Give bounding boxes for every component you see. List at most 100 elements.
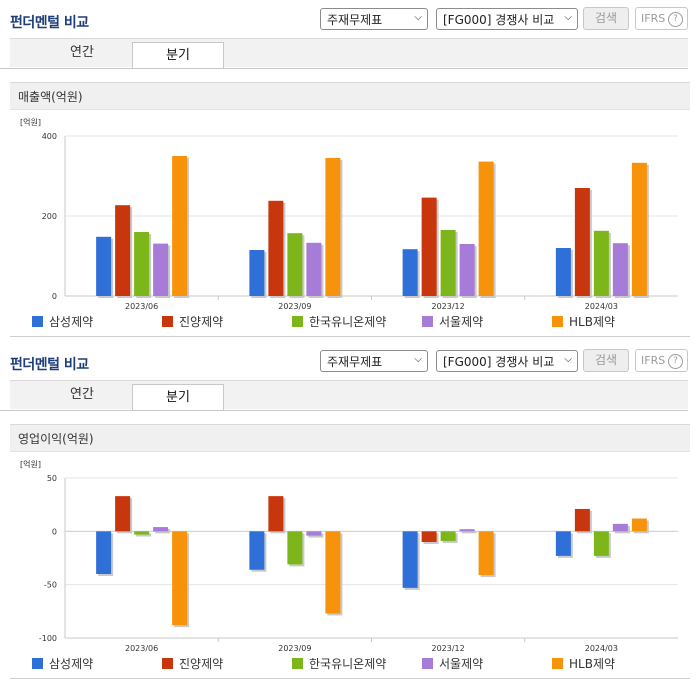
legend-label: HLB제약 (569, 657, 616, 671)
bar-hlb[interactable] (478, 161, 494, 296)
chart-legend: 삼성제약 진양제약 한국유니온제약 서울제약 HLB제약 (32, 313, 672, 329)
y-tick-label: 200 (42, 212, 57, 221)
y-tick-label: 0 (52, 527, 57, 536)
operating-profit-bar-chart: 50 0 -50 -100 2023/06 2023/09 2023/12 2024/03 (39, 474, 678, 653)
bar-jinyang[interactable] (268, 200, 284, 296)
metric-header: 영업이익(억원) (10, 424, 690, 452)
bar-seoul[interactable] (612, 523, 628, 532)
bar-hankook[interactable] (440, 531, 456, 541)
legend-swatch (552, 316, 563, 327)
help-icon[interactable]: ? (668, 12, 683, 27)
bar-seoul[interactable] (153, 527, 169, 532)
bar-hankook[interactable] (134, 531, 150, 535)
legend-item-samsung[interactable]: 삼성제약 (32, 313, 93, 330)
legend-item-samsung[interactable]: 삼성제약 (32, 655, 93, 672)
legend-item-seoul[interactable]: 서울제약 (422, 313, 483, 330)
legend-label: 한국유니온제약 (309, 657, 387, 671)
unit-label: [억원] (20, 118, 41, 127)
tab-quarterly[interactable]: 분기 (132, 42, 224, 69)
bar-jinyang[interactable] (574, 188, 590, 296)
statement-select[interactable]: 주재무제표 ⌵ (320, 8, 428, 30)
tab-quarterly[interactable]: 분기 (132, 384, 224, 411)
chevron-down-icon: ⌵ (414, 12, 422, 23)
legend-item-seoul[interactable]: 서울제약 (422, 655, 483, 672)
y-tick-label: 0 (52, 292, 57, 301)
tab-annual[interactable]: 연간 (70, 387, 94, 402)
legend-item-jinyang[interactable]: 진양제약 (162, 655, 223, 672)
chart-legend: 삼성제약 진양제약 한국유니온제약 서울제약 HLB제약 (32, 655, 672, 671)
legend-item-hankook[interactable]: 한국유니온제약 (292, 655, 386, 672)
period-tabs: 연간 분기 (10, 380, 688, 411)
statement-select-value: 주재무제표 (327, 355, 383, 369)
bar-shadow (461, 531, 477, 534)
y-tick-label: -100 (39, 634, 57, 643)
legend-label: 삼성제약 (49, 315, 94, 329)
search-button[interactable]: 검색 (583, 7, 629, 30)
bar-hlb[interactable] (478, 531, 494, 576)
bar-hankook[interactable] (287, 531, 303, 565)
legend-label: 서울제약 (439, 315, 484, 329)
bar-samsung[interactable] (249, 250, 265, 296)
bar-jinyang[interactable] (115, 496, 131, 532)
legend-swatch (32, 316, 43, 327)
bar-samsung[interactable] (96, 531, 112, 574)
x-tick-label: 2024/03 (585, 644, 618, 653)
ifrs-button[interactable]: IFRS ? (635, 349, 688, 372)
bar-samsung[interactable] (402, 531, 418, 588)
bar-jinyang[interactable] (115, 205, 131, 296)
bar-samsung[interactable] (555, 248, 571, 296)
legend-swatch (552, 658, 563, 669)
legend-swatch (32, 658, 43, 669)
help-icon[interactable]: ? (668, 354, 683, 369)
bar-hlb[interactable] (325, 158, 341, 296)
bar-hlb[interactable] (172, 531, 188, 626)
legend-item-hlb[interactable]: HLB제약 (552, 655, 615, 672)
bar-jinyang[interactable] (421, 531, 437, 542)
bar-jinyang[interactable] (421, 197, 437, 296)
bar-seoul[interactable] (306, 531, 322, 536)
y-tick-label: -50 (44, 581, 57, 590)
bar-jinyang[interactable] (574, 508, 590, 532)
bar-hlb[interactable] (172, 156, 188, 296)
bar-hlb[interactable] (631, 518, 647, 532)
bar-seoul[interactable] (306, 242, 322, 296)
ifrs-button[interactable]: IFRS ? (635, 7, 688, 30)
bar-seoul[interactable] (612, 243, 628, 296)
bar-hankook[interactable] (287, 233, 303, 296)
bar-hankook[interactable] (134, 232, 150, 296)
bar-hlb[interactable] (631, 162, 647, 296)
bar-samsung[interactable] (96, 236, 112, 296)
legend-item-hlb[interactable]: HLB제약 (552, 313, 615, 330)
x-tick-label: 2023/06 (125, 644, 158, 653)
legend-item-hankook[interactable]: 한국유니온제약 (292, 313, 386, 330)
bar-samsung[interactable] (402, 249, 418, 296)
bar-hlb[interactable] (325, 531, 341, 614)
search-button[interactable]: 검색 (583, 349, 629, 372)
bar-seoul[interactable] (459, 244, 475, 296)
legend-item-jinyang[interactable]: 진양제약 (162, 313, 223, 330)
tab-divider (0, 68, 688, 69)
x-tick-label: 2023/06 (125, 302, 158, 311)
panel-title: 펀더멘털 비교 (10, 15, 89, 31)
bar-hankook[interactable] (440, 230, 456, 296)
panel-title: 펀더멘털 비교 (10, 357, 89, 373)
x-tick-label: 2023/12 (432, 644, 465, 653)
ifrs-label: IFRS (641, 354, 666, 367)
bar-samsung[interactable] (555, 531, 571, 556)
bar-jinyang[interactable] (268, 496, 284, 532)
y-tick-label: 50 (47, 474, 57, 483)
tab-annual[interactable]: 연간 (70, 45, 94, 60)
compare-select[interactable]: [FG000] 경쟁사 비교 ⌵ (436, 8, 578, 30)
panel-header: 펀더멘털 비교 주재무제표 ⌵ [FG000] 경쟁사 비교 ⌵ 검색 IFRS… (0, 0, 696, 36)
bar-seoul[interactable] (459, 529, 475, 532)
compare-select[interactable]: [FG000] 경쟁사 비교 ⌵ (436, 350, 578, 372)
bar-hankook[interactable] (593, 531, 609, 556)
bar-samsung[interactable] (249, 531, 265, 570)
bar-hankook[interactable] (593, 230, 609, 296)
ifrs-label: IFRS (641, 12, 666, 25)
compare-select-value: [FG000] 경쟁사 비교 (443, 13, 555, 27)
x-tick-label: 2024/03 (585, 302, 618, 311)
legend-label: HLB제약 (569, 315, 616, 329)
bar-seoul[interactable] (153, 243, 169, 296)
statement-select[interactable]: 주재무제표 ⌵ (320, 350, 428, 372)
